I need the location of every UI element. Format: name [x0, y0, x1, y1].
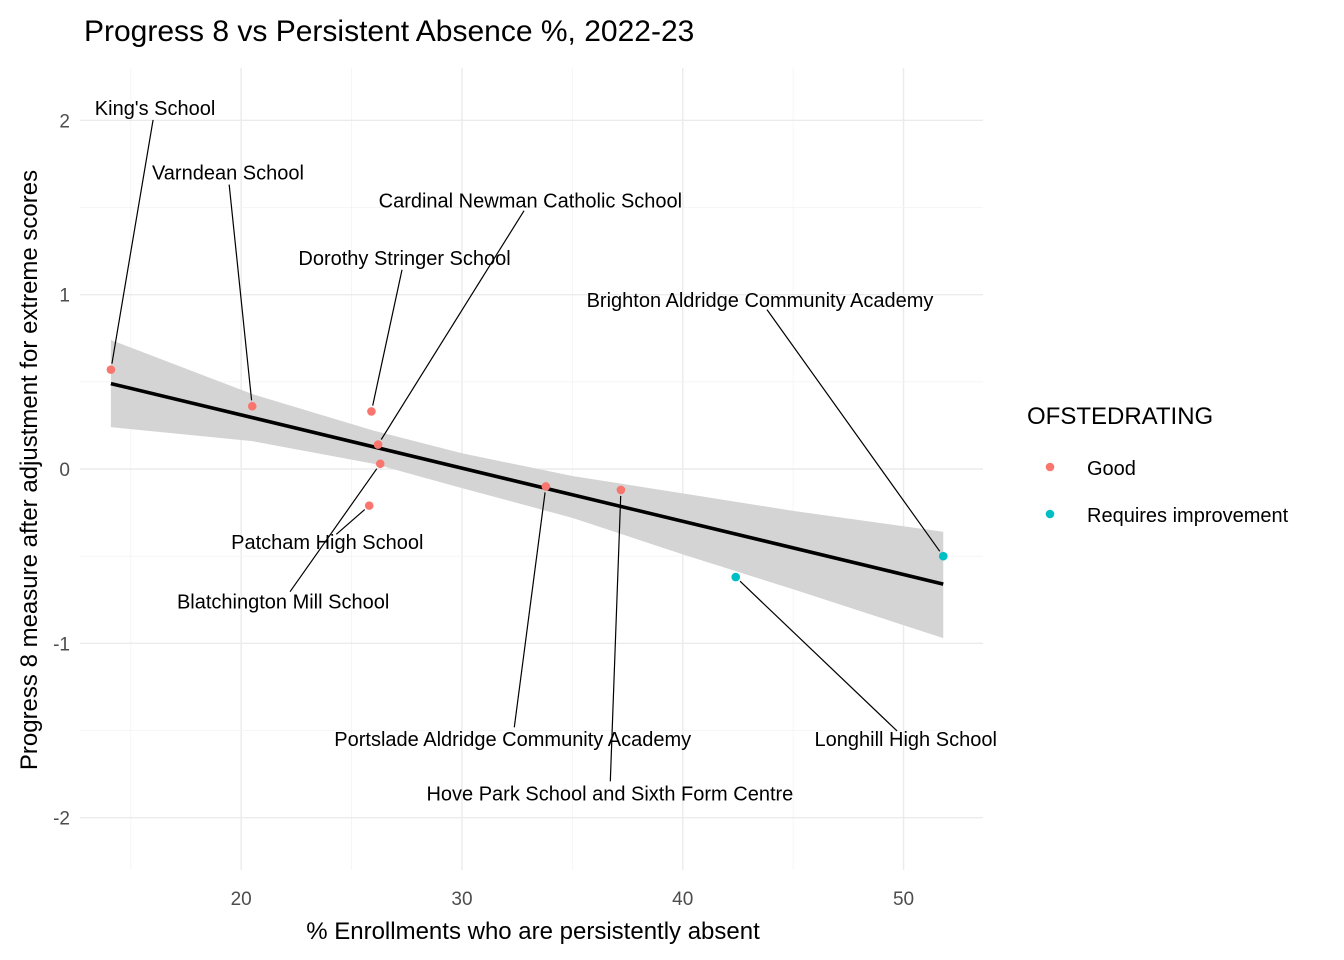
leader-brighton-aldridge-community-academy — [766, 309, 941, 552]
legend-label-requires-improvement: Requires improvement — [1087, 505, 1289, 527]
y-tick-label-neg2: -2 — [53, 809, 70, 830]
fit-line — [110, 381, 944, 586]
legend: OFSTEDRATING Good Requires improvement — [1027, 403, 1289, 527]
legend-key-requires-improvement — [1045, 509, 1055, 519]
leader-hove-park-school-and-sixth-form-centre — [609, 495, 622, 782]
y-tick-labels: -2 -1 0 1 2 — [53, 111, 70, 829]
label-varndean-school: Varndean School — [152, 163, 304, 185]
leader-varndean-school — [228, 184, 253, 401]
point-portslade-aldridge-community-academy — [541, 482, 551, 491]
legend-key-good — [1045, 462, 1055, 472]
label-leaders — [111, 119, 941, 782]
y-tick-label-1: 1 — [59, 286, 70, 307]
point-dorothy-stringer-school — [367, 407, 376, 416]
data-points — [106, 365, 948, 582]
point-brighton-aldridge-community-academy — [938, 551, 948, 561]
y-tick-label-0: 0 — [59, 460, 70, 481]
point-longhill-high-school — [731, 572, 741, 582]
point-blatchington-mill-school — [375, 459, 385, 469]
confidence-band — [110, 339, 944, 639]
leader-cardinal-newman-catholic-school — [380, 210, 525, 440]
label-patcham-high-school: Patcham High School — [231, 532, 423, 554]
leader-portslade-aldridge-community-academy — [513, 492, 546, 728]
point-hove-park-school-and-sixth-form-centre — [616, 485, 626, 495]
point-labels: King's School Varndean School Dorothy Stri… — [95, 98, 997, 805]
x-tick-label-50: 50 — [893, 889, 914, 910]
x-tick-label-40: 40 — [672, 889, 693, 910]
leader-king-s-school — [111, 119, 154, 364]
y-tick-label-2: 2 — [59, 111, 70, 132]
leader-longhill-high-school — [739, 580, 898, 732]
point-king-s-school — [106, 365, 116, 374]
legend-label-good: Good — [1087, 458, 1136, 480]
label-hove-park-school-and-sixth-form-centre: Hove Park School and Sixth Form Centre — [426, 783, 793, 805]
confidence-band-area — [110, 339, 944, 639]
leader-patcham-high-school — [335, 509, 366, 535]
label-king-s-school: King's School — [95, 98, 216, 120]
leader-dorothy-stringer-school — [372, 269, 403, 406]
leader-blatchington-mill-school — [289, 468, 378, 593]
point-cardinal-newman-catholic-school — [373, 440, 383, 449]
point-patcham-high-school — [364, 501, 374, 510]
y-tick-label-neg1: -1 — [53, 634, 70, 655]
x-tick-label-30: 30 — [451, 889, 472, 910]
label-portslade-aldridge-community-academy: Portslade Aldridge Community Academy — [334, 729, 691, 751]
label-longhill-high-school: Longhill High School — [815, 729, 997, 751]
label-blatchington-mill-school: Blatchington Mill School — [177, 592, 389, 614]
x-tick-label-20: 20 — [231, 889, 252, 910]
y-axis-label: Progress 8 measure after adjustment for … — [16, 170, 43, 770]
label-brighton-aldridge-community-academy: Brighton Aldridge Community Academy — [587, 290, 934, 312]
label-dorothy-stringer-school: Dorothy Stringer School — [298, 248, 510, 270]
regression-line — [110, 381, 944, 586]
point-varndean-school — [247, 401, 257, 411]
x-axis-label: % Enrollments who are persistently absen… — [306, 918, 760, 945]
x-tick-labels: 20 30 40 50 — [231, 889, 914, 910]
chart-title: Progress 8 vs Persistent Absence %, 2022… — [84, 15, 694, 48]
legend-title: OFSTEDRATING — [1027, 403, 1213, 430]
label-cardinal-newman-catholic-school: Cardinal Newman Catholic School — [379, 191, 682, 213]
